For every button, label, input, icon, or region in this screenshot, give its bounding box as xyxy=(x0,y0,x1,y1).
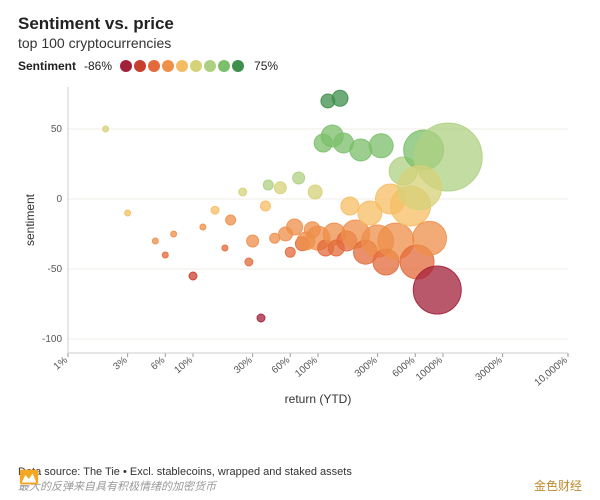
bubble xyxy=(308,185,322,199)
bubble xyxy=(162,252,168,258)
bubble xyxy=(152,238,158,244)
brand-icon xyxy=(18,466,40,488)
bubble xyxy=(285,247,295,257)
bubble xyxy=(211,206,219,214)
caption: 最大的反弹来自具有积极情绪的加密货币 xyxy=(18,478,352,494)
svg-text:return (YTD): return (YTD) xyxy=(285,392,352,406)
svg-text:60%: 60% xyxy=(270,355,292,376)
bubble xyxy=(260,201,270,211)
svg-text:30%: 30% xyxy=(232,355,254,376)
svg-text:6%: 6% xyxy=(149,355,167,373)
bubble xyxy=(239,188,247,196)
brand-text: 金色财经 xyxy=(534,477,582,494)
legend: Sentiment -86% 75% xyxy=(18,59,582,73)
chart-title: Sentiment vs. price xyxy=(18,14,582,34)
bubble xyxy=(274,182,286,194)
svg-text:-100: -100 xyxy=(42,334,62,345)
legend-label: Sentiment xyxy=(18,59,76,73)
svg-text:50: 50 xyxy=(51,124,63,135)
svg-text:100%: 100% xyxy=(293,355,320,380)
data-source: Data source: The Tie • Excl. stablecoins… xyxy=(18,466,352,478)
bubble xyxy=(103,126,109,132)
chart-subtitle: top 100 cryptocurrencies xyxy=(18,35,582,51)
svg-text:600%: 600% xyxy=(391,355,418,380)
bubble xyxy=(171,231,177,237)
bubble xyxy=(350,139,372,161)
bubble xyxy=(125,210,131,216)
bubble xyxy=(226,215,236,225)
bubble xyxy=(245,258,253,266)
svg-text:10%: 10% xyxy=(173,355,195,376)
legend-gradient xyxy=(120,60,246,72)
brand-badge: 金色财经 xyxy=(534,477,582,494)
svg-text:0: 0 xyxy=(56,194,62,205)
svg-text:3%: 3% xyxy=(111,355,129,373)
legend-min: -86% xyxy=(84,59,112,73)
svg-text:1%: 1% xyxy=(52,355,70,373)
bubble xyxy=(222,245,228,251)
bubble xyxy=(398,166,442,210)
svg-text:sentiment: sentiment xyxy=(23,193,37,246)
bubble xyxy=(200,224,206,230)
svg-text:1000%: 1000% xyxy=(414,355,445,384)
bubble xyxy=(332,90,348,106)
svg-text:10,000%: 10,000% xyxy=(533,355,570,389)
svg-text:300%: 300% xyxy=(353,355,380,380)
bubble xyxy=(263,180,273,190)
bubble xyxy=(369,134,393,158)
bubble xyxy=(189,272,197,280)
legend-max: 75% xyxy=(254,59,278,73)
svg-text:3000%: 3000% xyxy=(474,355,505,384)
svg-text:-50: -50 xyxy=(48,264,63,275)
bubble xyxy=(413,266,461,314)
bubble-chart: -100 -50 0 50 1% 3% 6% 10% 30% 60%100% 300% 600%100… xyxy=(20,79,580,409)
bubble xyxy=(413,221,447,255)
bubble xyxy=(341,197,359,215)
bubble xyxy=(293,172,305,184)
bubble xyxy=(247,235,259,247)
bubble xyxy=(287,219,303,235)
bubble xyxy=(257,314,265,322)
